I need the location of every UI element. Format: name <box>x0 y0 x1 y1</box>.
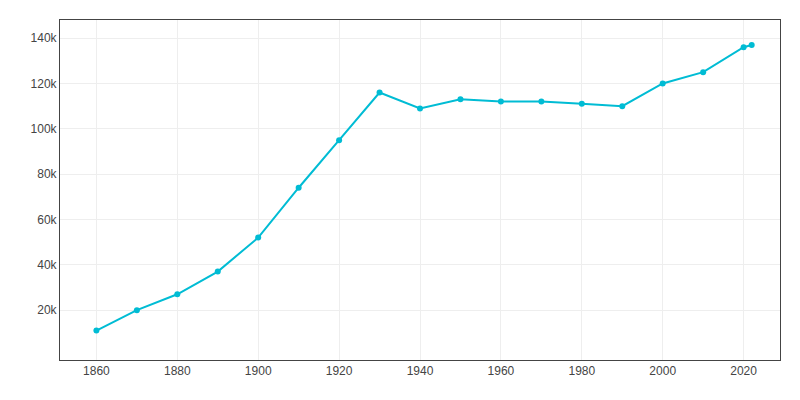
svg-text:1900: 1900 <box>245 364 272 378</box>
svg-text:1980: 1980 <box>568 364 595 378</box>
svg-text:1940: 1940 <box>407 364 434 378</box>
svg-text:40k: 40k <box>37 258 57 272</box>
svg-text:20k: 20k <box>37 303 57 317</box>
svg-text:60k: 60k <box>37 213 57 227</box>
svg-text:120k: 120k <box>31 77 58 91</box>
svg-text:1960: 1960 <box>488 364 515 378</box>
svg-text:100k: 100k <box>31 122 58 136</box>
svg-text:2000: 2000 <box>649 364 676 378</box>
svg-text:80k: 80k <box>37 167 57 181</box>
svg-text:2020: 2020 <box>730 364 757 378</box>
svg-text:1920: 1920 <box>326 364 353 378</box>
svg-text:1880: 1880 <box>164 364 191 378</box>
svg-text:1860: 1860 <box>83 364 110 378</box>
svg-text:140k: 140k <box>31 31 58 45</box>
